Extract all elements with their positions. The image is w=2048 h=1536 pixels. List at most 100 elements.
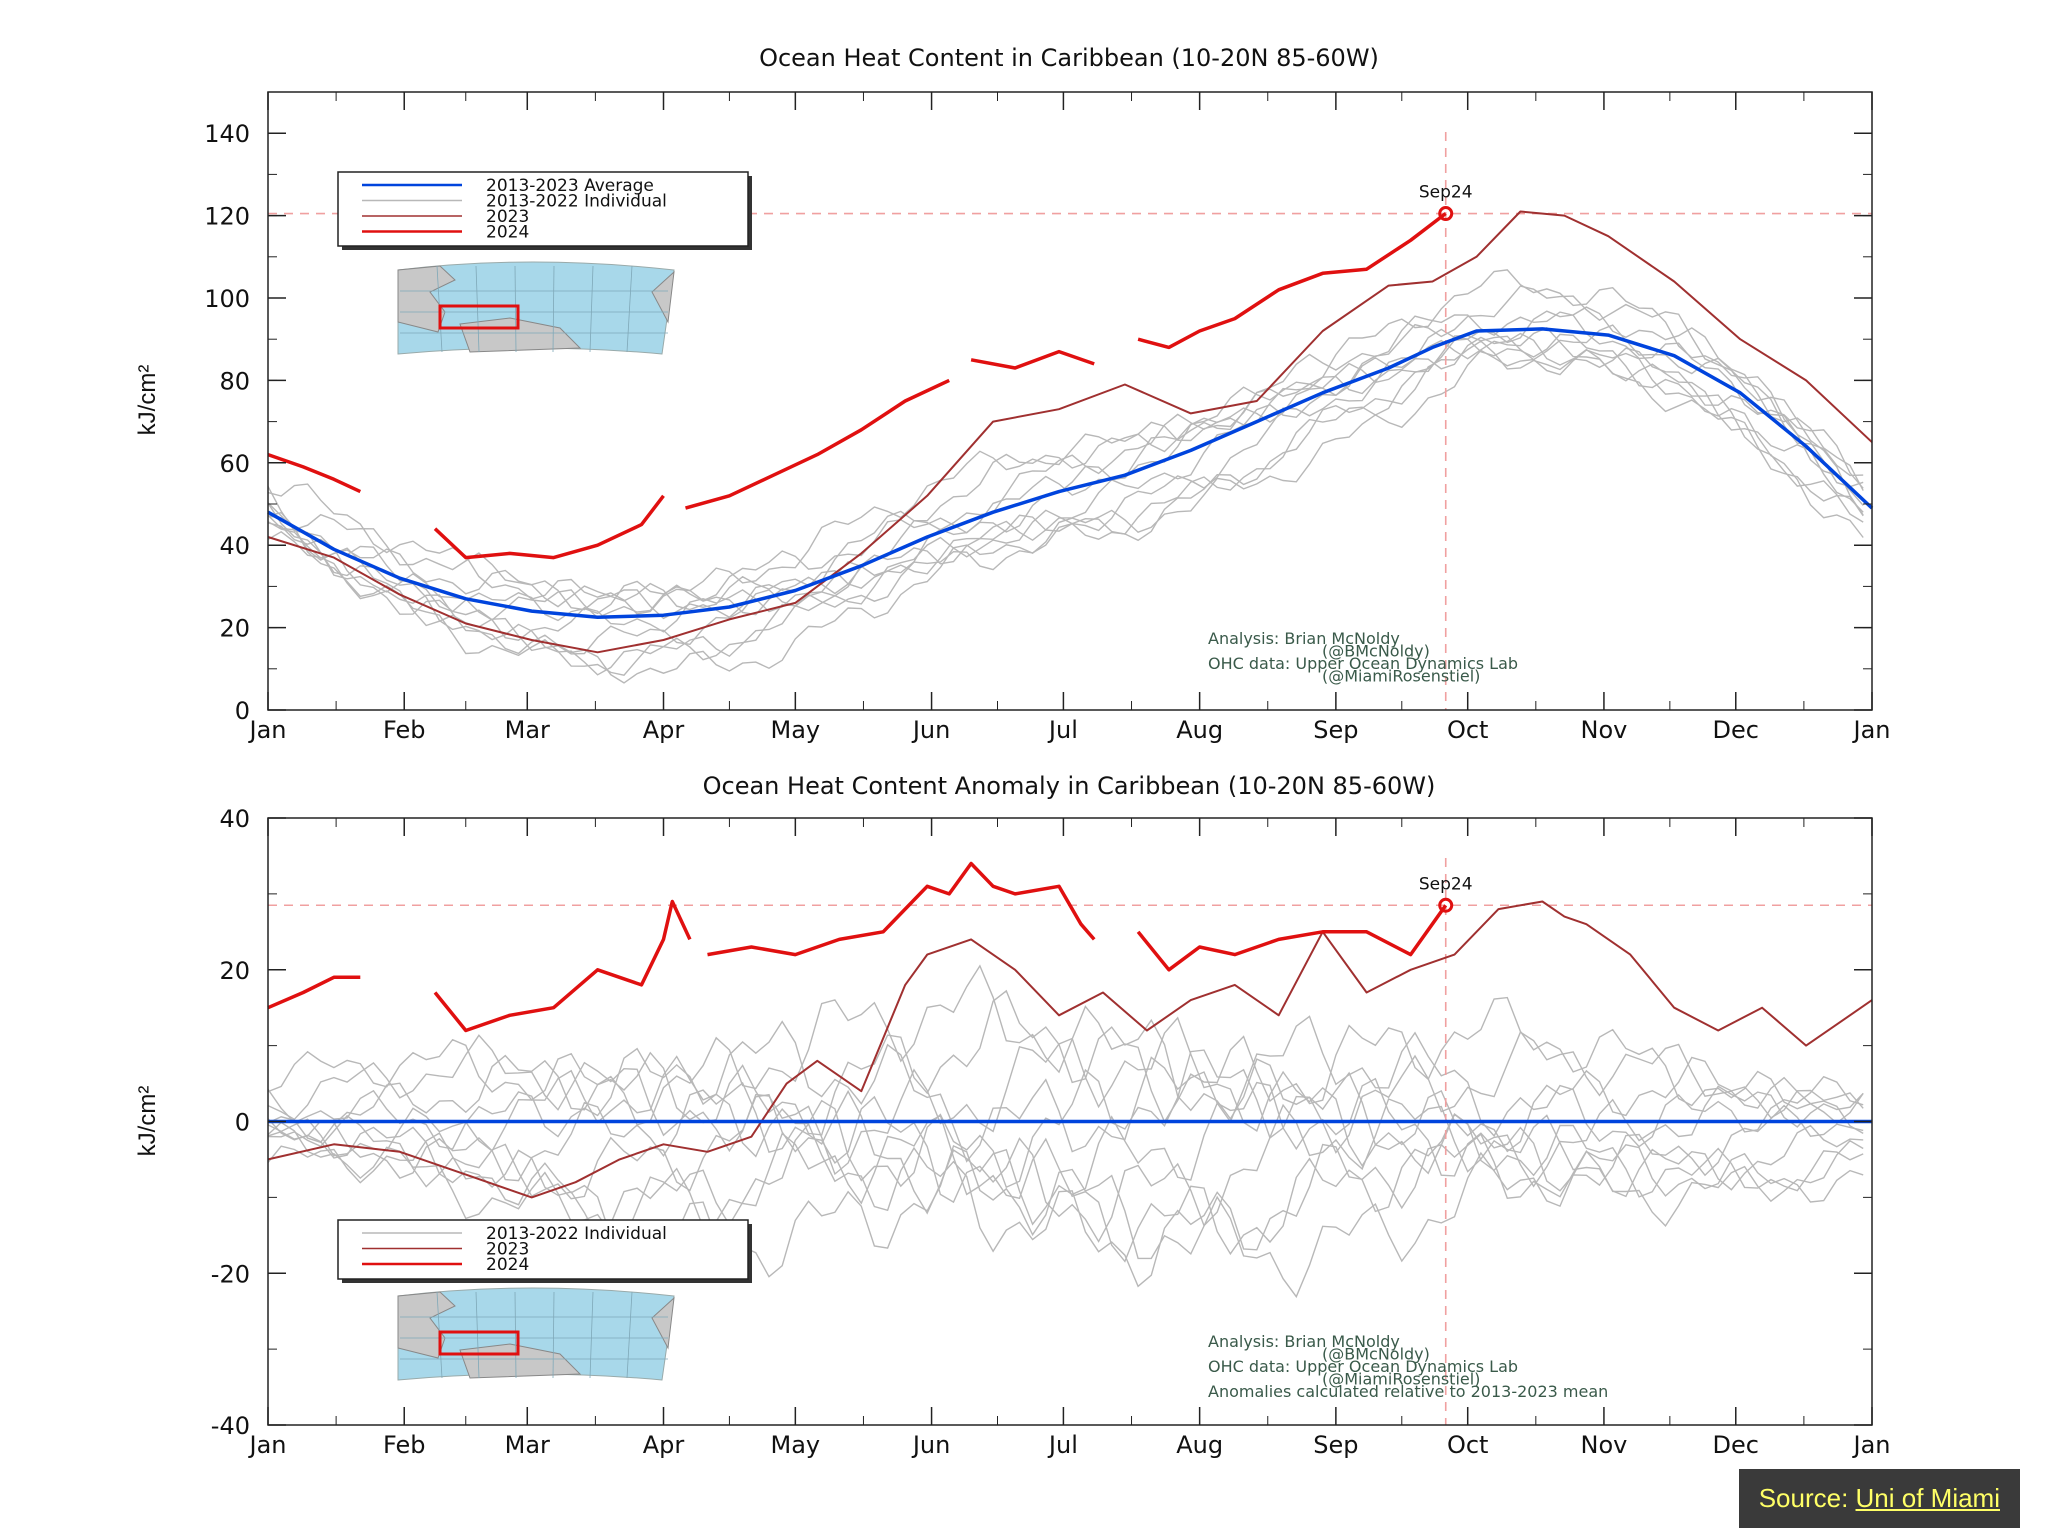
x-tick-label: Apr	[643, 716, 685, 744]
x-tick-label: Sep	[1313, 716, 1358, 744]
source-link[interactable]: Uni of Miami	[1855, 1483, 2000, 1513]
ohc-panel: Ocean Heat Content in Caribbean (10-20N …	[134, 44, 1891, 744]
x-tick-label: Jan	[248, 1431, 287, 1459]
series-2024-line	[267, 452, 362, 494]
x-tick-label: Jun	[911, 1431, 951, 1459]
individual-year-line	[267, 333, 1864, 676]
y-tick-label: 60	[219, 450, 250, 478]
individual-year-line	[267, 1015, 1864, 1163]
y-tick-label: 40	[219, 805, 250, 833]
x-tick-label: May	[771, 716, 821, 744]
reference-lines	[268, 132, 1872, 710]
individual-year-line	[267, 332, 1864, 641]
series-2024-line	[1137, 212, 1447, 350]
x-tick-label: Feb	[383, 716, 426, 744]
region-map-icon	[397, 261, 675, 355]
individual-year-line	[267, 311, 1864, 622]
ohc-anomaly-panel: Ocean Heat Content Anomaly in Caribbean …	[134, 772, 1891, 1459]
credit-line: OHC data: Upper Ocean Dynamics Lab	[1208, 654, 1518, 673]
individual-year-line	[267, 964, 1864, 1126]
credits: Analysis: Brian McNoldy(@BMcNoldy)OHC da…	[1208, 629, 1518, 686]
legend-label: 2013-2022 Individual	[486, 192, 667, 212]
credit-line: Analysis: Brian McNoldy	[1208, 1332, 1400, 1351]
credit-line: (@BMcNoldy)	[1322, 642, 1430, 661]
y-tick-label: 0	[235, 1109, 250, 1137]
y-tick-label: 120	[204, 203, 250, 231]
x-tick-label: Aug	[1176, 716, 1223, 744]
individual-years	[267, 964, 1864, 1299]
y-axis-label: kJ/cm²	[134, 365, 161, 436]
credit-line: Analysis: Brian McNoldy	[1208, 629, 1400, 648]
credit-line: (@BMcNoldy)	[1322, 1345, 1430, 1364]
individual-year-line	[267, 1016, 1864, 1176]
individual-year-line	[267, 1113, 1864, 1263]
x-tick-label: Nov	[1581, 716, 1628, 744]
series-lines: Sep24	[267, 861, 1873, 1199]
legend-label: 2013-2023 Average	[486, 176, 654, 196]
map-land	[651, 1296, 675, 1350]
individual-year-line	[267, 269, 1864, 615]
legend-label: 2024	[486, 223, 529, 243]
individual-year-line	[267, 324, 1864, 621]
source-note: Source: Uni of Miami	[1738, 1469, 2020, 1528]
x-tick-label: Jan	[248, 716, 287, 744]
legend-box	[337, 1219, 749, 1280]
individual-year-line	[267, 989, 1864, 1154]
legend-label: 2023	[486, 1240, 529, 1260]
y-tick-label: 20	[219, 957, 250, 985]
x-tick-label: Mar	[505, 716, 550, 744]
map-grid	[626, 265, 633, 353]
credit-line: (@MiamiRosenstiel)	[1322, 667, 1480, 686]
series-2024-line	[433, 494, 665, 560]
marker-label: Sep24	[1419, 874, 1473, 894]
series-lines: Sep24	[267, 183, 1874, 654]
map-grid	[475, 265, 480, 353]
individual-year-line	[267, 285, 1864, 620]
legend-label: 2024	[486, 1255, 529, 1275]
series-2023-line	[267, 210, 1873, 654]
x-tick-label: Dec	[1713, 716, 1759, 744]
x-tick-label: Oct	[1447, 1431, 1489, 1459]
y-tick-label: -40	[211, 1412, 250, 1440]
x-tick-label: Feb	[383, 1431, 426, 1459]
y-tick-label: 140	[204, 120, 250, 148]
series-2024-line	[267, 975, 361, 1010]
x-tick-label: Dec	[1713, 1431, 1759, 1459]
x-tick-label: Jun	[911, 716, 951, 744]
credit-line: Anomalies calculated relative to 2013-20…	[1208, 1382, 1608, 1401]
y-tick-label: 40	[219, 532, 250, 560]
x-tick-label: May	[771, 1431, 821, 1459]
x-tick-label: Jul	[1047, 716, 1078, 744]
map-grid	[514, 1291, 517, 1379]
series-2024-line	[970, 349, 1095, 370]
x-tick-label: Jan	[1852, 1431, 1891, 1459]
region-map-icon	[397, 1287, 675, 1381]
x-tick-label: Oct	[1447, 716, 1489, 744]
credit-line: OHC data: Upper Ocean Dynamics Lab	[1208, 1357, 1518, 1376]
legend-label: 2013-2022 Individual	[486, 1224, 667, 1244]
y-tick-label: 0	[235, 697, 250, 725]
individual-year-line	[267, 1132, 1864, 1299]
y-tick-label: 100	[204, 285, 250, 313]
y-tick-label: 80	[219, 367, 250, 395]
y-tick-label: -20	[211, 1260, 250, 1288]
map-region-box	[438, 304, 520, 330]
y-tick-label: 20	[219, 615, 250, 643]
map-grid	[552, 1291, 555, 1379]
series-2024-line	[433, 899, 692, 1033]
individual-year-line	[267, 326, 1864, 655]
legend-label: 2023	[486, 207, 529, 227]
map-grid	[589, 1291, 594, 1379]
map-grid	[514, 265, 517, 353]
x-tick-label: Mar	[505, 1431, 550, 1459]
x-tick-label: Jan	[1852, 716, 1891, 744]
individual-year-line	[267, 1093, 1864, 1243]
individual-year-line	[267, 1077, 1864, 1226]
individual-year-line	[267, 340, 1864, 676]
chart-title: Ocean Heat Content Anomaly in Caribbean …	[703, 772, 1436, 800]
marker-label: Sep24	[1419, 183, 1473, 203]
axis-ticks: -40 -20 0 20 40 Jan Feb Mar Apr May Jun Jul Aug Sep Oc…	[211, 805, 1891, 1459]
